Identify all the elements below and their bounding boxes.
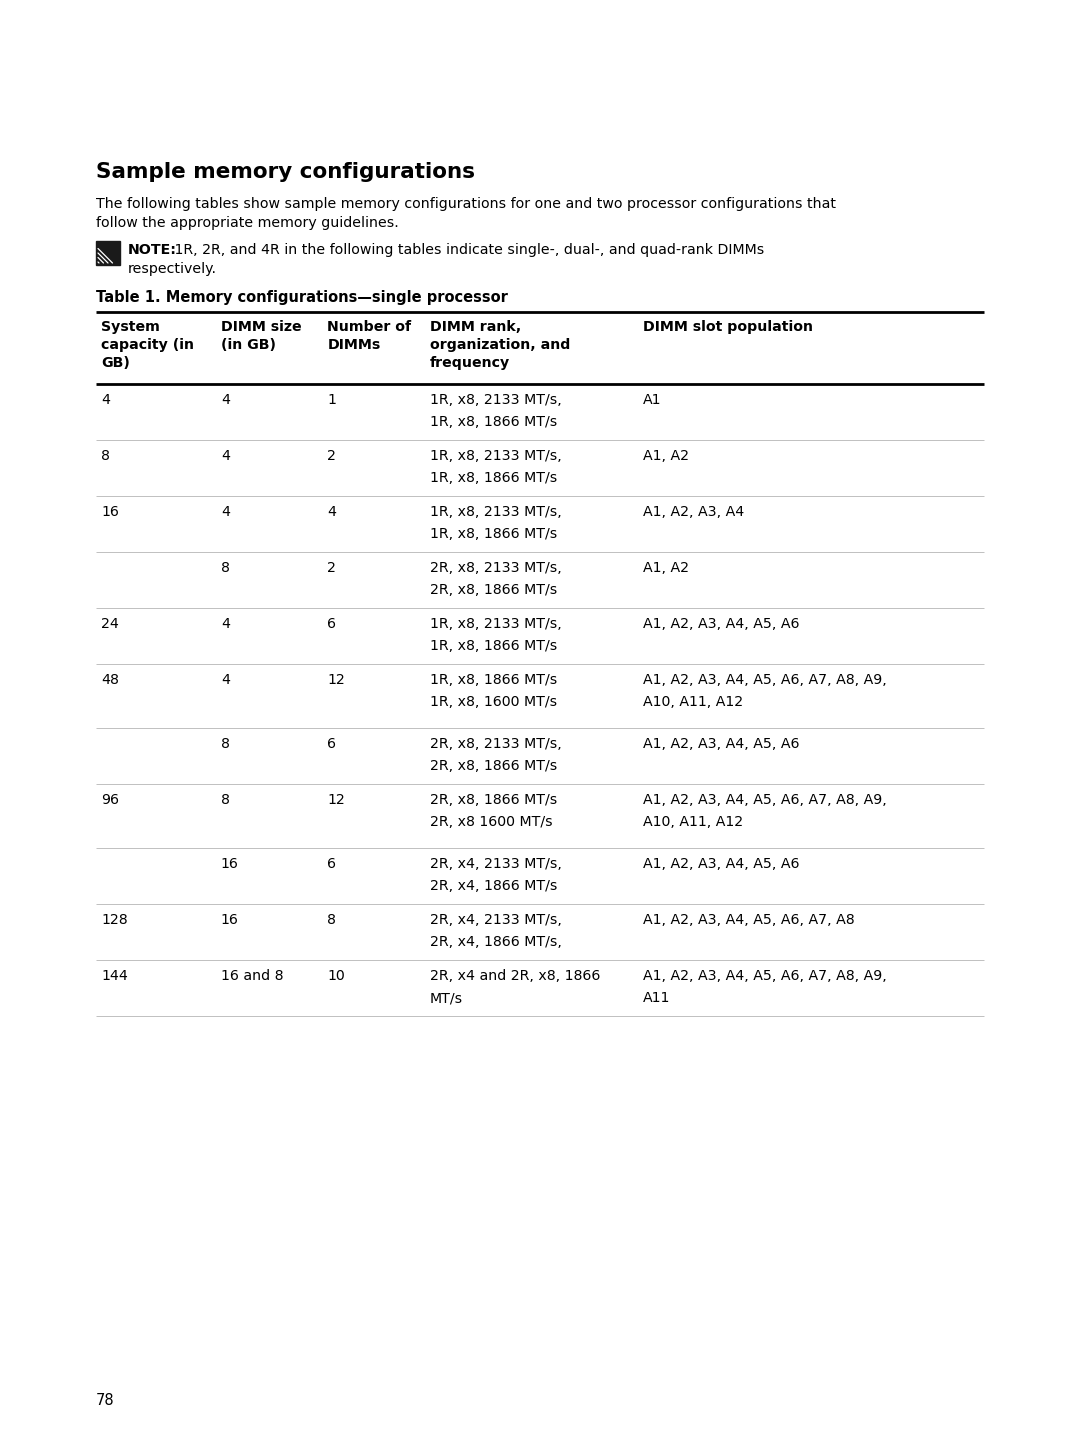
Text: 1R, x8, 1866 MT/s: 1R, x8, 1866 MT/s [430,414,557,429]
Text: 2R, x4 and 2R, x8, 1866: 2R, x4 and 2R, x8, 1866 [430,969,599,982]
Text: 8: 8 [327,913,336,926]
Text: 48: 48 [102,673,119,687]
Text: 2R, x8 1600 MT/s: 2R, x8 1600 MT/s [430,815,552,829]
Text: 2R, x4, 1866 MT/s,: 2R, x4, 1866 MT/s, [430,935,562,949]
Text: 8: 8 [221,793,230,807]
Text: A1, A2, A3, A4, A5, A6: A1, A2, A3, A4, A5, A6 [643,737,799,751]
Text: A1, A2, A3, A4, A5, A6, A7, A8: A1, A2, A3, A4, A5, A6, A7, A8 [643,913,854,926]
Text: 1R, x8, 1866 MT/s: 1R, x8, 1866 MT/s [430,673,557,687]
Text: 4: 4 [221,617,230,631]
Text: 16: 16 [102,505,119,519]
Text: 12: 12 [327,673,346,687]
Text: A1, A2, A3, A4, A5, A6: A1, A2, A3, A4, A5, A6 [643,858,799,870]
Text: 4: 4 [102,393,110,407]
Text: 1R, x8, 2133 MT/s,: 1R, x8, 2133 MT/s, [430,449,562,463]
Text: A1: A1 [643,393,661,407]
Text: 16: 16 [221,913,239,926]
Text: respectively.: respectively. [129,262,217,275]
Text: 4: 4 [221,673,230,687]
Text: The following tables show sample memory configurations for one and two processor: The following tables show sample memory … [96,196,836,211]
Text: 4: 4 [327,505,337,519]
Text: 12: 12 [327,793,346,807]
Bar [96,241,120,265]
Text: MT/s: MT/s [430,991,462,1005]
Text: Number of
DIMMs: Number of DIMMs [327,320,411,351]
Text: 16: 16 [221,858,239,870]
Text: 4: 4 [221,449,230,463]
Text: 2: 2 [327,561,336,575]
Text: 78: 78 [96,1392,114,1408]
Text: 24: 24 [102,617,119,631]
Text: A1, A2, A3, A4, A5, A6, A7, A8, A9,: A1, A2, A3, A4, A5, A6, A7, A8, A9, [643,793,887,807]
Text: 2R, x4, 2133 MT/s,: 2R, x4, 2133 MT/s, [430,858,562,870]
Text: DIMM rank,
organization, and
frequency: DIMM rank, organization, and frequency [430,320,570,370]
Text: 2: 2 [327,449,336,463]
Text: 6: 6 [327,737,337,751]
Text: 1R, x8, 2133 MT/s,: 1R, x8, 2133 MT/s, [430,393,562,407]
Text: 1R, 2R, and 4R in the following tables indicate single-, dual-, and quad-rank DI: 1R, 2R, and 4R in the following tables i… [170,242,765,257]
Text: NOTE:: NOTE: [129,242,177,257]
Text: 1R, x8, 1600 MT/s: 1R, x8, 1600 MT/s [430,695,556,708]
Text: A10, A11, A12: A10, A11, A12 [643,815,743,829]
Text: 4: 4 [221,393,230,407]
Text: 1R, x8, 2133 MT/s,: 1R, x8, 2133 MT/s, [430,505,562,519]
Text: A1, A2, A3, A4, A5, A6: A1, A2, A3, A4, A5, A6 [643,617,799,631]
Text: 1R, x8, 1866 MT/s: 1R, x8, 1866 MT/s [430,640,557,652]
Text: 4: 4 [221,505,230,519]
Text: System
capacity (in
GB): System capacity (in GB) [102,320,194,370]
Text: 144: 144 [102,969,127,982]
Text: DIMM size
(in GB): DIMM size (in GB) [221,320,301,351]
Text: 6: 6 [327,858,337,870]
Text: 2R, x8, 2133 MT/s,: 2R, x8, 2133 MT/s, [430,561,562,575]
Text: 128: 128 [102,913,127,926]
Text: A1, A2, A3, A4, A5, A6, A7, A8, A9,: A1, A2, A3, A4, A5, A6, A7, A8, A9, [643,969,887,982]
Text: 10: 10 [327,969,346,982]
Text: DIMM slot population: DIMM slot population [643,320,812,334]
Text: 8: 8 [221,737,230,751]
Text: A1, A2: A1, A2 [643,449,689,463]
Text: 2R, x4, 1866 MT/s: 2R, x4, 1866 MT/s [430,879,557,893]
Text: 2R, x8, 2133 MT/s,: 2R, x8, 2133 MT/s, [430,737,562,751]
Text: A1, A2, A3, A4: A1, A2, A3, A4 [643,505,744,519]
Text: 16 and 8: 16 and 8 [221,969,283,982]
Text: 1R, x8, 1866 MT/s: 1R, x8, 1866 MT/s [430,470,557,485]
Text: 1R, x8, 2133 MT/s,: 1R, x8, 2133 MT/s, [430,617,562,631]
Text: 2R, x8, 1866 MT/s: 2R, x8, 1866 MT/s [430,584,557,597]
Text: 6: 6 [327,617,337,631]
Text: follow the appropriate memory guidelines.: follow the appropriate memory guidelines… [96,217,399,229]
Text: 2R, x8, 1866 MT/s: 2R, x8, 1866 MT/s [430,793,557,807]
Text: A1, A2: A1, A2 [643,561,689,575]
Text: Table 1. Memory configurations—single processor: Table 1. Memory configurations—single pr… [96,290,508,305]
Text: 2R, x8, 1866 MT/s: 2R, x8, 1866 MT/s [430,759,557,773]
Text: A1, A2, A3, A4, A5, A6, A7, A8, A9,: A1, A2, A3, A4, A5, A6, A7, A8, A9, [643,673,887,687]
Text: 8: 8 [102,449,110,463]
Text: A11: A11 [643,991,670,1005]
Text: 2R, x4, 2133 MT/s,: 2R, x4, 2133 MT/s, [430,913,562,926]
Text: 8: 8 [221,561,230,575]
Text: Sample memory configurations: Sample memory configurations [96,162,475,182]
Text: 1R, x8, 1866 MT/s: 1R, x8, 1866 MT/s [430,528,557,541]
Text: A10, A11, A12: A10, A11, A12 [643,695,743,708]
Text: 96: 96 [102,793,119,807]
Text: 1: 1 [327,393,336,407]
